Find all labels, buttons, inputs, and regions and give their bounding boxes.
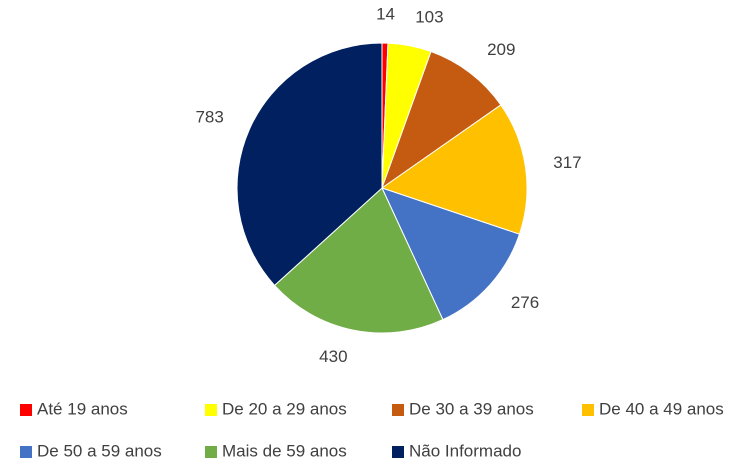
pie-slice [273, 187, 444, 334]
legend-swatch [205, 404, 217, 416]
legend-label: Não Informado [409, 441, 521, 460]
legend-swatch [392, 404, 404, 416]
data-label: 317 [553, 153, 581, 172]
data-label: 430 [319, 347, 347, 366]
data-label: 209 [487, 40, 515, 59]
data-label: 783 [195, 107, 223, 126]
legend-swatch [205, 446, 217, 458]
pie-slice [380, 104, 528, 235]
legend-label: De 40 a 49 anos [599, 399, 724, 418]
legend-swatch [582, 404, 594, 416]
legend-swatch [392, 446, 404, 458]
pie-slice [380, 50, 502, 190]
pie-slice [381, 187, 521, 321]
data-label: 103 [415, 8, 443, 27]
legend-label: Até 19 anos [37, 399, 128, 418]
legend-label: De 30 a 39 anos [409, 399, 534, 418]
data-label: 276 [511, 293, 539, 312]
legend-label: De 50 a 59 anos [37, 441, 162, 460]
legend-swatch [20, 404, 32, 416]
legend-label: De 20 a 29 anos [222, 399, 347, 418]
pie-slice [236, 42, 383, 287]
legend-swatch [20, 446, 32, 458]
data-label: 14 [376, 5, 395, 24]
legend-label: Mais de 59 anos [222, 441, 347, 460]
